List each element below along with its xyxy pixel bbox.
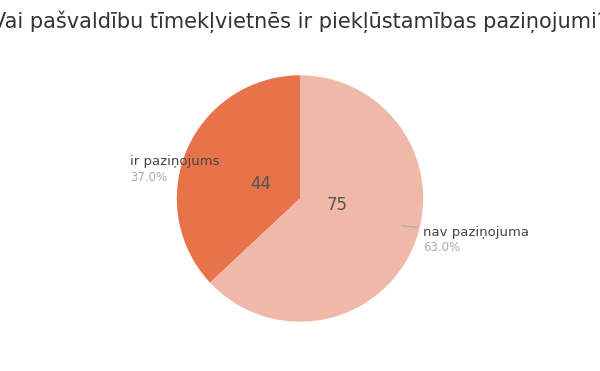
Text: ir paziņojums: ir paziņojums: [130, 155, 224, 168]
Text: nav paziņojuma: nav paziņojuma: [401, 226, 529, 239]
Text: 75: 75: [326, 196, 347, 214]
Text: 63.0%: 63.0%: [423, 241, 460, 254]
Wedge shape: [177, 75, 300, 283]
Title: Vai pašvaldību tīmekļvietnēs ir piekļūstamības paziņojumi?: Vai pašvaldību tīmekļvietnēs ir piekļūst…: [0, 10, 600, 33]
Wedge shape: [210, 75, 423, 322]
Text: 44: 44: [250, 175, 271, 193]
Text: 37.0%: 37.0%: [130, 171, 167, 184]
